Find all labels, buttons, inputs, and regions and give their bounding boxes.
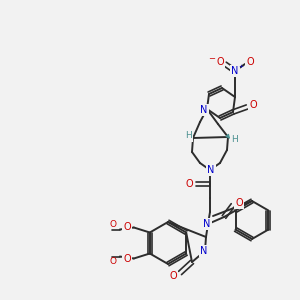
Text: O: O: [109, 257, 116, 266]
Text: O: O: [109, 220, 116, 229]
Text: O: O: [123, 254, 130, 263]
Text: O: O: [169, 271, 177, 281]
Text: O: O: [249, 100, 257, 110]
Text: O: O: [246, 57, 254, 67]
Text: N: N: [231, 66, 239, 76]
Text: −: −: [208, 55, 215, 64]
Text: N: N: [200, 105, 208, 115]
Text: O: O: [216, 57, 224, 67]
Text: N: N: [207, 165, 215, 175]
Text: N: N: [203, 219, 211, 229]
Text: H: H: [184, 131, 191, 140]
Text: O: O: [235, 198, 243, 208]
Text: H: H: [232, 134, 238, 143]
Text: N: N: [200, 246, 208, 256]
Text: +: +: [238, 64, 244, 68]
Text: O: O: [185, 179, 193, 189]
Text: O: O: [123, 223, 130, 232]
